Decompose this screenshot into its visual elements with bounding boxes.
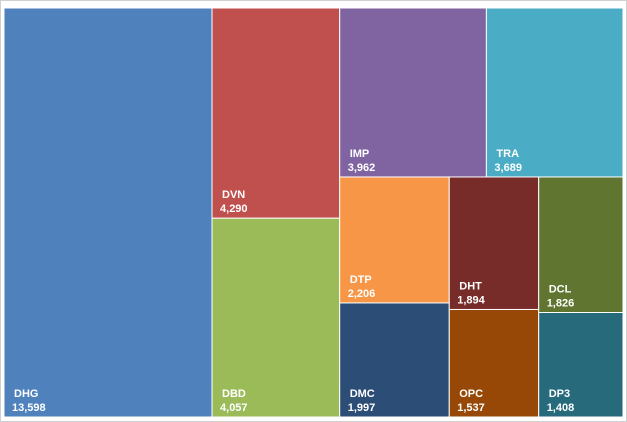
tile-label: DTP <box>350 274 372 286</box>
tile-value-label: 1,826 <box>547 297 575 309</box>
treemap-tile <box>448 308 540 418</box>
tile-value-label: 1,997 <box>348 402 376 414</box>
treemap-tile <box>538 311 624 418</box>
treemap-tile <box>339 302 450 418</box>
tile-value-label: 1,537 <box>457 402 485 414</box>
tile-label: TRA <box>496 148 519 160</box>
tile-value-label: 4,057 <box>220 402 248 414</box>
tile-label: DVN <box>222 189 245 201</box>
tile-label: DP3 <box>549 388 570 400</box>
treemap-tile <box>339 7 487 178</box>
tile-value-label: 3,962 <box>348 162 376 174</box>
treemap-tile <box>485 7 624 178</box>
treemap-tile <box>211 7 341 219</box>
tile-value-label: 4,290 <box>220 203 248 215</box>
tile-label: DMC <box>350 388 375 400</box>
tile-value-label: 1,894 <box>457 294 485 306</box>
tile-label: OPC <box>459 388 483 400</box>
treemap-tile <box>3 7 213 418</box>
treemap-tile <box>211 217 341 418</box>
tile-label: DBD <box>222 388 246 400</box>
tile-label: DHG <box>14 388 38 400</box>
tile-value-label: 1,408 <box>547 402 575 414</box>
tile-value-label: 13,598 <box>12 402 46 414</box>
treemap-tile <box>339 176 450 304</box>
tile-value-label: 2,206 <box>348 288 376 300</box>
tile-label: DHT <box>459 280 482 292</box>
treemap-tile <box>538 176 624 313</box>
tile-value-label: 3,689 <box>494 162 522 174</box>
tile-label: IMP <box>350 148 370 160</box>
tile-label: DCL <box>549 283 572 295</box>
